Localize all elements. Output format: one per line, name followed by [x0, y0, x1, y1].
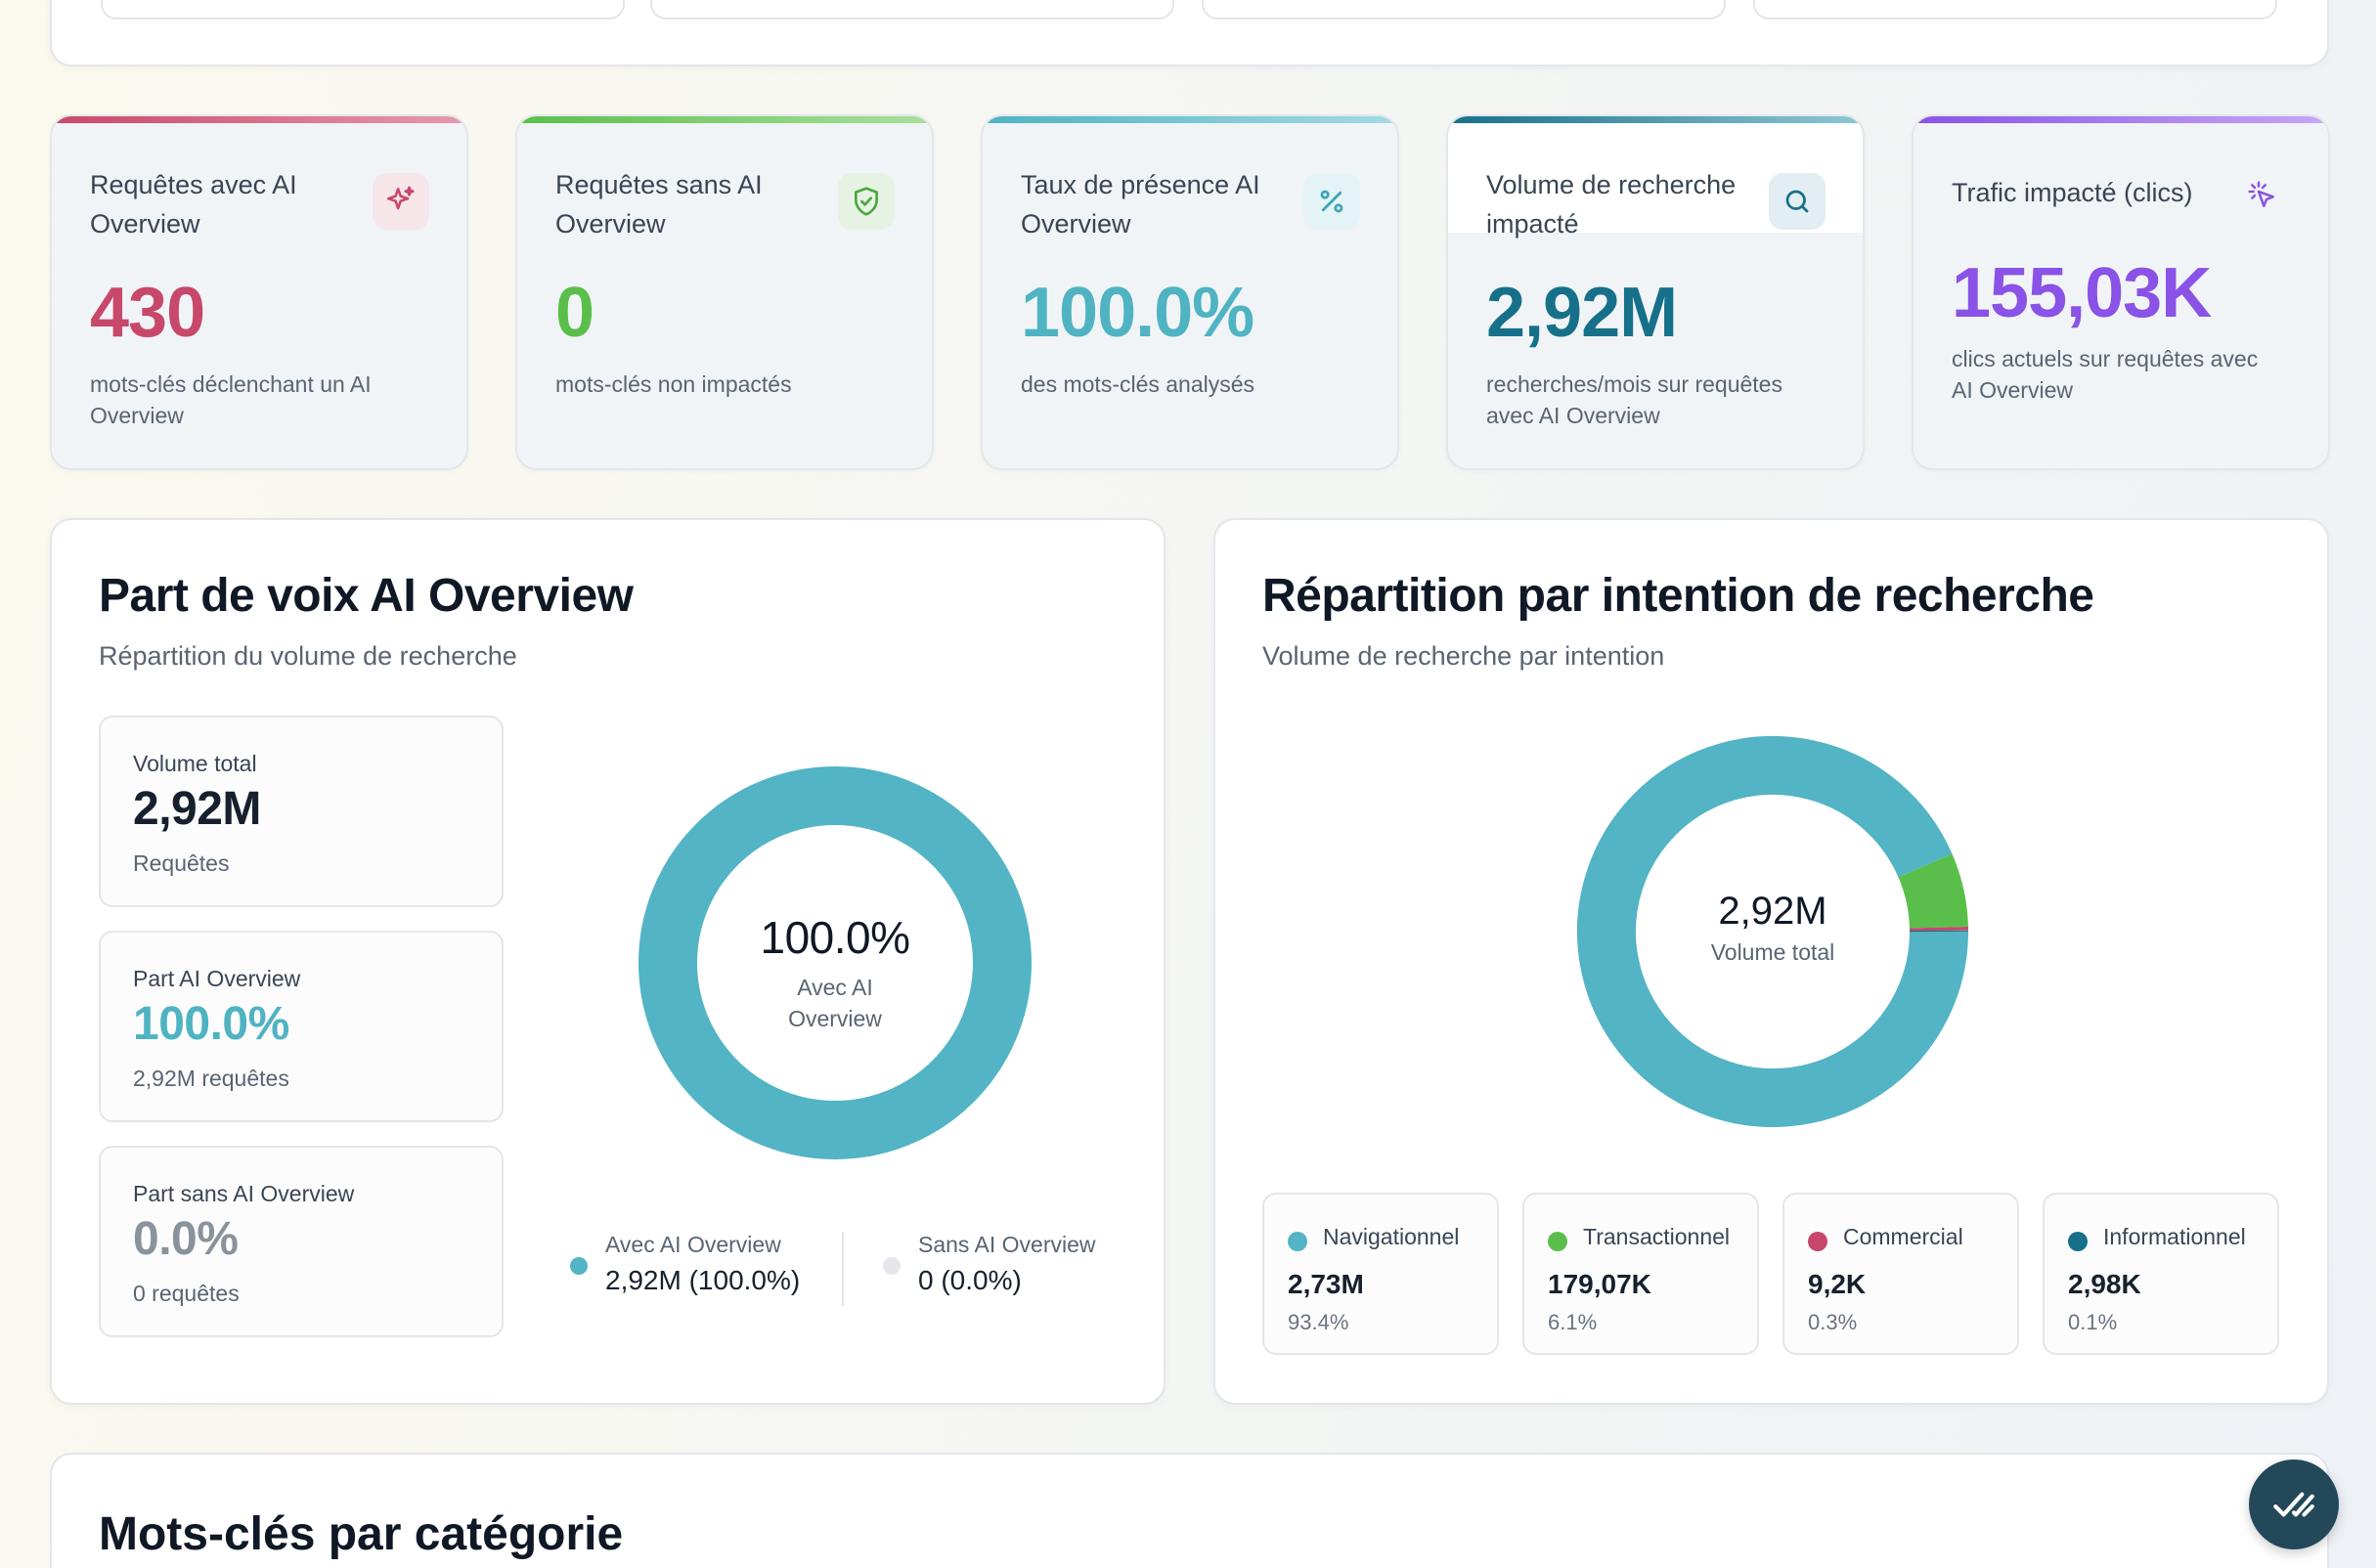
donut-center-value: 2,92M	[1718, 890, 1827, 933]
filter-stub[interactable]	[1753, 0, 2277, 20]
stat-value: 100.0%	[133, 998, 289, 1050]
donut-segment-with-ai[interactable]	[638, 766, 1032, 1159]
intent-dot	[1288, 1232, 1307, 1251]
legend-value: 2,92M (100.0%)	[605, 1265, 801, 1295]
legend-title: Avec AI Overview	[605, 1232, 781, 1257]
metric-card-without-ai: Requêtes sans AI Overview 0 mots-clés no…	[515, 114, 934, 470]
metric-title: Taux de présence AI Overview	[1021, 170, 1260, 239]
section-title: Mots-clés par catégorie	[99, 1508, 624, 1560]
intent-card-informational: Informationnel 2,98K 0.1%	[2043, 1193, 2279, 1355]
metric-subtext: recherches/mois sur requêtes avec AI Ove…	[1486, 371, 1782, 428]
stat-note: 0 requêtes	[133, 1281, 240, 1306]
filter-stub[interactable]	[101, 0, 625, 20]
donut-center-label: Volume total	[1710, 939, 1835, 965]
filter-stub[interactable]	[650, 0, 1174, 20]
metric-value: 100.0%	[1021, 274, 1254, 352]
intent-panel: Répartition par intention de recherche V…	[1213, 518, 2329, 1405]
donut-center: 2,92M Volume total	[1613, 890, 1932, 966]
metric-subtext: mots-clés déclenchant un AI Overview	[90, 371, 372, 428]
panel-title: Part de voix AI Overview	[99, 570, 634, 622]
legend-dot	[570, 1257, 588, 1275]
intent-card-transactional: Transactionnel 179,07K 6.1%	[1522, 1193, 1759, 1355]
stat-label: Part sans AI Overview	[133, 1181, 355, 1206]
donut-segment-navigationnel[interactable]	[1577, 736, 1968, 1127]
stat-no-ai-share: Part sans AI Overview 0.0% 0 requêtes	[99, 1146, 504, 1337]
assistant-button[interactable]	[2249, 1459, 2339, 1549]
metric-subtext: clics actuels sur requêtes avec AI Overv…	[1952, 346, 2259, 403]
legend-dot	[883, 1257, 901, 1275]
panel-subtitle: Volume de recherche par intention	[1262, 641, 1665, 671]
donut-center: 100.0% Avec AI Overview	[678, 911, 992, 1034]
stat-label: Part AI Overview	[133, 966, 301, 991]
intent-name: Transactionnel	[1583, 1224, 1731, 1249]
metric-value: 2,92M	[1486, 274, 1678, 352]
intent-dot	[1548, 1232, 1567, 1251]
metric-card-presence-rate: Taux de présence AI Overview 100.0% des …	[981, 114, 1399, 470]
intent-donut-chart	[1577, 736, 1968, 1127]
intent-percent: 0.1%	[2068, 1310, 2118, 1334]
metric-value: 0	[555, 274, 594, 352]
metric-subtext: des mots-clés analysés	[1021, 371, 1255, 397]
shield-check-icon	[838, 173, 895, 230]
stat-ai-share: Part AI Overview 100.0% 2,92M requêtes	[99, 931, 504, 1122]
intent-dot	[1808, 1232, 1827, 1251]
intent-card-commercial: Commercial 9,2K 0.3%	[1782, 1193, 2019, 1355]
intent-value: 2,98K	[2068, 1269, 2141, 1299]
percent-icon	[1303, 173, 1360, 230]
metric-subtext: mots-clés non impactés	[555, 371, 792, 397]
donut-center-value: 100.0%	[760, 912, 910, 963]
stat-note: Requêtes	[133, 850, 230, 876]
donut-segment-transactionnel[interactable]	[1898, 853, 1968, 930]
panel-title: Répartition par intention de recherche	[1262, 570, 2094, 622]
stat-value: 2,92M	[133, 783, 261, 835]
legend-title: Sans AI Overview	[918, 1232, 1096, 1257]
metric-title: Trafic impacté (clics)	[1952, 178, 2193, 207]
intent-percent: 93.4%	[1288, 1310, 1349, 1334]
metric-title: Requêtes sans AI Overview	[555, 170, 763, 239]
intent-percent: 0.3%	[1808, 1310, 1858, 1334]
stat-note: 2,92M requêtes	[133, 1066, 289, 1091]
intent-card-navigational: Navigationnel 2,73M 93.4%	[1262, 1193, 1499, 1355]
legend-value: 0 (0.0%)	[918, 1265, 1022, 1295]
donut-center-label: Avec AI Overview	[788, 975, 882, 1031]
metric-card-search-volume: Volume de recherche impacté 2,92M recher…	[1446, 114, 1865, 470]
sparkles-icon	[373, 173, 429, 230]
intent-value: 179,07K	[1548, 1269, 1651, 1299]
intent-dot	[2068, 1232, 2088, 1251]
metric-value: 430	[90, 274, 205, 352]
top-filter-card	[50, 0, 2329, 66]
metrics-row: Requêtes avec AI Overview 430 mots-clés …	[50, 114, 2330, 470]
keywords-by-category-section: Mots-clés par catégorie	[50, 1453, 2329, 1568]
metric-title: Volume de recherche impacté	[1486, 170, 1737, 239]
double-check-icon	[2273, 1492, 2314, 1517]
share-donut-chart	[638, 766, 1032, 1159]
intent-name: Navigationnel	[1323, 1224, 1460, 1249]
metric-title: Requêtes avec AI Overview	[90, 170, 297, 239]
stat-value: 0.0%	[133, 1213, 239, 1265]
stat-label: Volume total	[133, 751, 257, 776]
metric-value: 155,03K	[1952, 254, 2212, 332]
search-icon	[1769, 173, 1826, 230]
share-of-voice-panel: Part de voix AI Overview Répartition du …	[50, 518, 1166, 1405]
cursor-click-icon	[2234, 167, 2291, 224]
intent-name: Commercial	[1843, 1224, 1963, 1249]
filter-stub[interactable]	[1202, 0, 1726, 20]
metric-card-traffic: Trafic impacté (clics) 155,03K clics act…	[1912, 114, 2330, 470]
intent-name: Informationnel	[2103, 1224, 2246, 1249]
intent-value: 9,2K	[1808, 1269, 1867, 1299]
intent-value: 2,73M	[1288, 1269, 1364, 1299]
legend-divider	[842, 1232, 844, 1306]
intent-percent: 6.1%	[1548, 1310, 1598, 1334]
metric-card-with-ai: Requêtes avec AI Overview 430 mots-clés …	[50, 114, 468, 470]
stat-total-volume: Volume total 2,92M Requêtes	[99, 716, 504, 907]
panel-subtitle: Répartition du volume de recherche	[99, 641, 517, 671]
